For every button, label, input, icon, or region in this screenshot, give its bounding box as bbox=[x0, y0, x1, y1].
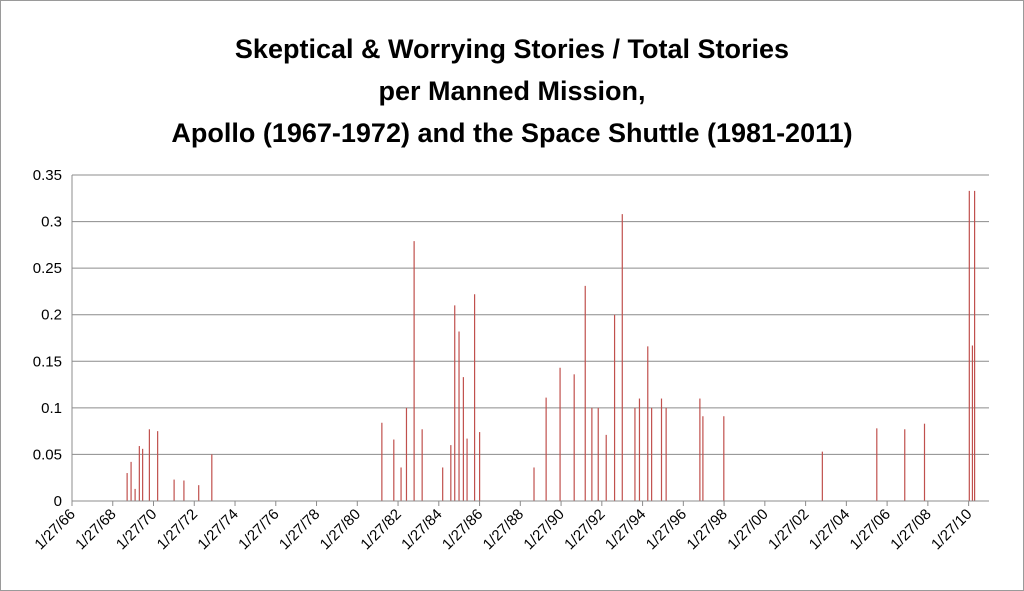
y-tick-label: 0.05 bbox=[33, 446, 62, 463]
x-tick-label: 1/27/92 bbox=[561, 506, 608, 553]
x-tick-label: 1/27/06 bbox=[847, 506, 894, 553]
chart-title-line-1: Skeptical & Worrying Stories / Total Sto… bbox=[234, 34, 790, 64]
x-tick-label: 1/27/68 bbox=[72, 506, 119, 553]
x-tick-label: 1/27/76 bbox=[235, 506, 282, 553]
x-tick-label: 1/27/72 bbox=[154, 506, 201, 553]
y-tick-label: 0.35 bbox=[33, 167, 62, 184]
x-tick-label: 1/27/98 bbox=[684, 506, 731, 553]
x-tick-label: 1/27/10 bbox=[928, 506, 975, 553]
y-tick-label: 0.15 bbox=[33, 353, 62, 370]
x-tick-label: 1/27/90 bbox=[520, 506, 567, 553]
y-tick-label: 0 bbox=[54, 493, 62, 510]
x-tick-label: 1/27/86 bbox=[439, 506, 486, 553]
x-tick-label: 1/27/00 bbox=[724, 506, 771, 553]
chart-title-line-2: per Manned Mission, bbox=[378, 76, 646, 106]
x-tick-label: 1/27/82 bbox=[357, 506, 404, 553]
x-tick-label: 1/27/88 bbox=[480, 506, 527, 553]
x-tick-label: 1/27/96 bbox=[643, 506, 690, 553]
y-tick-label: 0.25 bbox=[33, 260, 62, 277]
y-tick-label: 0.3 bbox=[41, 214, 62, 231]
y-tick-label: 0.2 bbox=[41, 307, 62, 324]
x-tick-label: 1/27/84 bbox=[398, 506, 445, 553]
x-axis-tick-labels: 1/27/661/27/681/27/701/27/721/27/741/27/… bbox=[31, 506, 975, 553]
grid-lines bbox=[72, 174, 989, 455]
bar-series bbox=[126, 190, 976, 501]
x-tick-label: 1/27/08 bbox=[887, 506, 934, 553]
chart-title-line-3: Apollo (1967-1972) and the Space Shuttle… bbox=[171, 118, 853, 148]
x-tick-label: 1/27/94 bbox=[602, 506, 649, 553]
x-tick-label: 1/27/74 bbox=[194, 506, 241, 553]
x-tick-label: 1/27/78 bbox=[276, 506, 323, 553]
x-tick-label: 1/27/70 bbox=[113, 506, 160, 553]
x-tick-label: 1/27/66 bbox=[31, 506, 78, 553]
x-tick-label: 1/27/04 bbox=[806, 506, 853, 553]
x-tick-label: 1/27/02 bbox=[765, 506, 812, 553]
chart-title: Skeptical & Worrying Stories / Total Sto… bbox=[0, 28, 1024, 154]
y-tick-label: 0.1 bbox=[41, 400, 62, 417]
axes bbox=[71, 175, 989, 506]
y-axis-tick-labels: 0 0.05 0.1 0.15 0.2 0.25 0.3 0.35 bbox=[33, 167, 62, 510]
x-tick-label: 1/27/80 bbox=[317, 506, 364, 553]
